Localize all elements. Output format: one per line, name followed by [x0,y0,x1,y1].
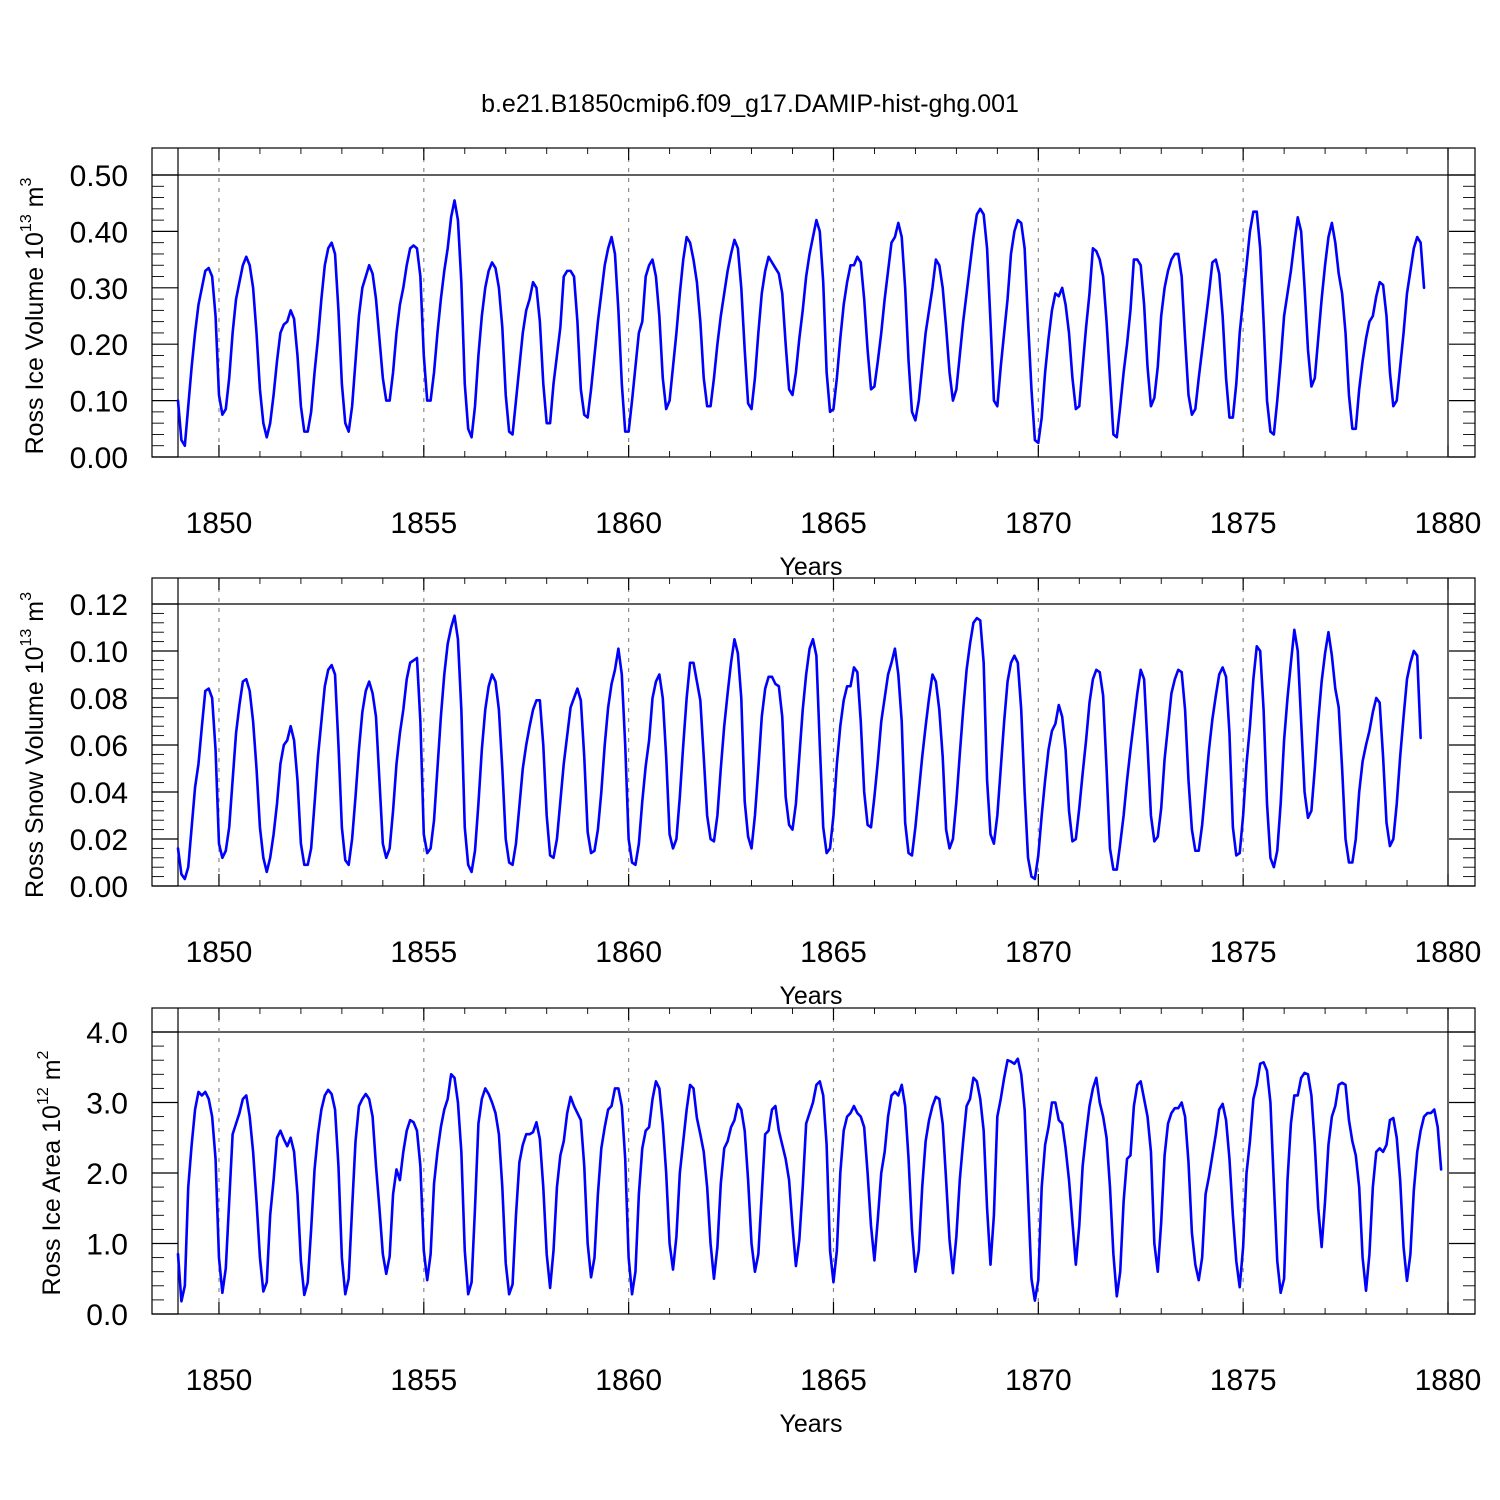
x-tick-label: 1870 [1005,1364,1072,1397]
x-tick-label: 1850 [186,1364,253,1397]
plot-frame [151,577,1476,887]
y-tick-label: 1.0 [86,1229,128,1262]
x-tick-label: 1855 [390,507,457,540]
x-tick-label: 1865 [800,1364,867,1397]
y-tick-label: 0.10 [70,636,128,669]
x-tick-label: 1860 [595,936,662,969]
panel-1: 1850 1855 1860 1865 1870 1875 1880 0.00 0.10 0.20… [18,147,1482,581]
series-line-1 [176,199,1426,448]
x-tick-label: 1865 [800,936,867,969]
plots-container: 1850 1855 1860 1865 1870 1875 1880 0.00 0.10 0.20… [18,147,1482,1438]
x-axis-label: Years [779,1410,842,1438]
y-axis-label: Ross Ice Volume 1013 m3 [18,177,49,454]
x-tick-label: 1860 [595,1364,662,1397]
y-tick-label: 0.30 [70,273,128,306]
x-tick-label: 1865 [800,507,867,540]
x-tick-label: 1850 [186,507,253,540]
y-tick-label: 0.04 [70,777,128,810]
panel-2: 1850 1855 1860 1865 1870 1875 1880 0.00 0.02 0.04… [18,577,1482,1010]
y-axis-label: Ross Ice Area 1012 m2 [35,1050,66,1295]
figure-title: b.e21.B1850cmip6.f09_g17.DAMIP-hist-ghg.… [481,90,1019,118]
y-tick-label: 2.0 [86,1158,128,1191]
y-tick-label: 0.40 [70,216,128,249]
series-line-3 [176,1057,1443,1303]
x-tick-label: 1875 [1210,936,1277,969]
x-axis-label: Years [779,553,842,581]
x-tick-label: 1855 [390,1364,457,1397]
y-tick-label: 0.00 [70,442,128,475]
x-tick-label: 1875 [1210,1364,1277,1397]
x-tick-label: 1875 [1210,507,1277,540]
x-tick-label: 1860 [595,507,662,540]
x-tick-label: 1850 [186,936,253,969]
y-axis-label: Ross Snow Volume 1013 m3 [18,592,49,898]
x-tick-label: 1880 [1415,936,1482,969]
x-tick-label: 1870 [1005,507,1072,540]
y-tick-label: 0.10 [70,386,128,419]
y-tick-label: 0.20 [70,329,128,362]
y-tick-label: 0.08 [70,683,128,716]
plot-frame [151,147,1476,458]
y-tick-label: 4.0 [86,1017,128,1050]
y-tick-label: 0.06 [70,730,128,763]
x-tick-label: 1870 [1005,936,1072,969]
y-tick-label: 0.02 [70,824,128,857]
y-tick-label: 0.12 [70,589,128,622]
series-line-2 [176,614,1422,881]
x-tick-label: 1880 [1415,1364,1482,1397]
x-tick-label: 1855 [390,936,457,969]
x-tick-label: 1880 [1415,507,1482,540]
y-tick-label: 0.0 [86,1299,128,1332]
plot-frame [151,1007,1476,1315]
y-tick-label: 0.50 [70,160,128,193]
y-tick-label: 3.0 [86,1088,128,1121]
y-tick-label: 0.00 [70,871,128,904]
panel-3: 1850 1855 1860 1865 1870 1875 1880 0.0 1.0 2.0 3.0… [35,1007,1482,1438]
x-axis-label: Years [779,982,842,1010]
